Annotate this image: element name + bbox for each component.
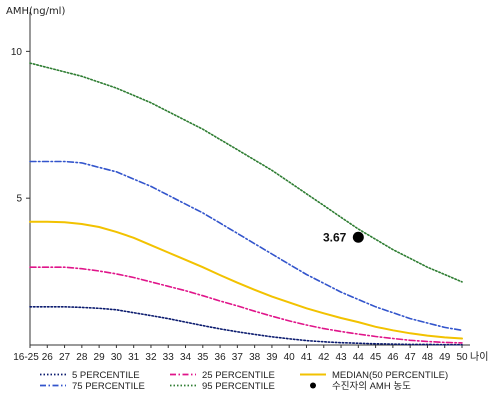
x-tick-label: 42 (318, 352, 330, 363)
x-tick-label: 37 (232, 352, 244, 363)
x-tick-label: 41 (301, 352, 313, 363)
series-line-95-percentile (29, 62, 463, 283)
series-line-75-percentile (29, 160, 463, 332)
patient-amh-point (352, 231, 364, 243)
legend-label: 75 PERCENTILE (72, 381, 145, 392)
x-tick-label: 45 (370, 352, 382, 363)
x-tick-label: 32 (145, 352, 157, 363)
legend-label: 95 PERCENTILE (202, 381, 275, 392)
x-tick-label: 36 (215, 352, 227, 363)
x-tick-label: 43 (335, 352, 347, 363)
legend-label: MEDIAN(50 PERCENTILE) (332, 370, 448, 381)
x-tick-label: 40 (284, 352, 296, 363)
x-tick-label: 26 (42, 352, 54, 363)
legend-label: 25 PERCENTILE (202, 370, 275, 381)
x-tick-label: 49 (439, 352, 451, 363)
legend-label-patient-point: 수진자의 AMH 농도 (332, 381, 411, 392)
x-tick-label: 31 (128, 352, 140, 363)
x-tick-label: 39 (266, 352, 278, 363)
x-tick-label: 48 (422, 352, 434, 363)
series-line-25-percentile (29, 266, 463, 344)
x-tick-label: 30 (111, 352, 123, 363)
x-tick-label: 44 (353, 352, 365, 363)
patient-amh-value-label: 3.67 (323, 231, 347, 245)
x-tick-label: 50 (456, 352, 468, 363)
x-tick-label: 33 (163, 352, 175, 363)
series-line-median-50-percentile (29, 220, 463, 340)
legend-label: 5 PERCENTILE (72, 370, 140, 381)
y-tick-label: 5 (16, 194, 22, 205)
x-tick-label: 46 (387, 352, 399, 363)
x-tick-label: 27 (59, 352, 71, 363)
x-tick-label: 38 (249, 352, 261, 363)
x-tick-label: 35 (197, 352, 209, 363)
x-tick-label: 28 (76, 352, 88, 363)
x-tick-label: 47 (405, 352, 417, 363)
y-tick-label: 10 (11, 47, 23, 58)
series-line-5-percentile (29, 306, 463, 346)
legend-marker-patient-point (310, 382, 316, 389)
x-tick-label: 34 (180, 352, 192, 363)
x-axis-title: 나이 (470, 351, 488, 363)
x-tick-label: 29 (94, 352, 106, 363)
x-tick-label: 16-25 (13, 352, 39, 363)
y-axis-title: AMH(ng/ml) (6, 6, 65, 17)
